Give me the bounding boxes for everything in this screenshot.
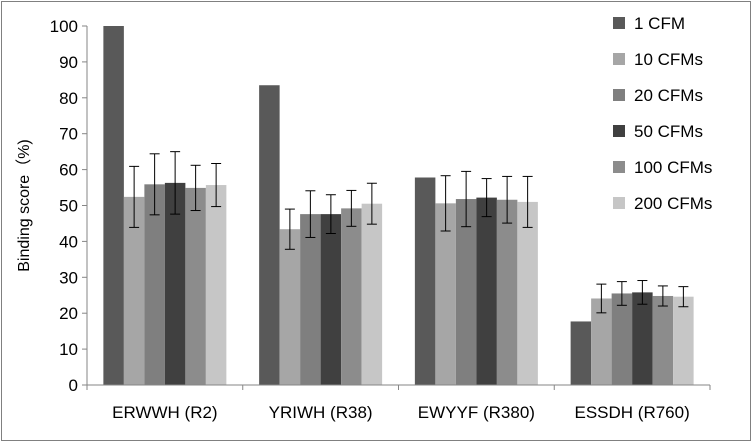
bar: [611, 293, 633, 385]
y-tick-label: 90: [59, 53, 78, 72]
bar-chart: 0 10 20 30 40 50 60 70 80 90 100 ERWWH (R2) YRIWH (…: [15, 14, 712, 422]
bar: [632, 292, 653, 385]
bar: [414, 177, 436, 385]
legend-swatch: [613, 89, 625, 101]
bar: [103, 26, 124, 385]
bar: [205, 185, 227, 385]
x-tick-label: ERWWH (R2): [112, 403, 217, 422]
y-tick-label: 60: [59, 161, 78, 180]
y-tick-label: 50: [59, 197, 78, 216]
legend-swatch: [613, 125, 625, 137]
y-tick-label: 100: [50, 17, 78, 36]
bar: [673, 296, 694, 385]
legend: 1 CFM 10 CFMs 20 CFMs 50 CFMs 100 CFMs 200 CF…: [613, 14, 712, 213]
bar: [259, 85, 280, 386]
bar: [279, 229, 301, 385]
y-tick-label: 20: [59, 304, 78, 323]
legend-swatch: [613, 53, 625, 65]
bar: [123, 196, 145, 385]
legend-label: 1 CFM: [634, 14, 685, 33]
bar: [144, 184, 165, 385]
legend-swatch: [613, 17, 625, 29]
bar: [300, 214, 321, 385]
bar: [455, 199, 477, 385]
x-tick-label: YRIWH (R38): [269, 403, 373, 422]
x-axis: ERWWH (R2) YRIWH (R38) EWYYF (R380) ESSDH (…: [86, 384, 711, 422]
y-axis-label: Binding score（%): [15, 139, 33, 272]
bar: [341, 208, 362, 385]
legend-label: 20 CFMs: [634, 86, 703, 105]
legend-label: 200 CFMs: [634, 194, 712, 213]
y-tick-label: 80: [59, 89, 78, 108]
x-tick-label: EWYYF (R380): [418, 403, 535, 422]
y-tick-label: 30: [59, 268, 78, 287]
legend-label: 100 CFMs: [634, 158, 712, 177]
bar: [496, 199, 518, 385]
y-tick-label: 0: [69, 376, 78, 395]
x-tick-label: ESSDH (R760): [574, 403, 689, 422]
legend-swatch: [613, 161, 625, 173]
y-tick-label: 70: [59, 125, 78, 144]
bar: [164, 182, 186, 385]
bar: [652, 295, 674, 385]
error-bars: [129, 151, 689, 314]
bar: [320, 214, 342, 385]
legend-label: 10 CFMs: [634, 50, 703, 69]
bar: [185, 187, 206, 385]
legend-swatch: [613, 197, 625, 209]
legend-label: 50 CFMs: [634, 122, 703, 141]
bar: [435, 203, 456, 385]
bar: [361, 203, 383, 385]
y-axis: 0 10 20 30 40 50 60 70 80 90 100: [50, 17, 88, 395]
y-tick-label: 10: [59, 340, 78, 359]
y-tick-label: 40: [59, 232, 78, 251]
bar: [476, 197, 497, 385]
bar: [591, 298, 612, 385]
bar: [570, 321, 592, 385]
bar: [517, 201, 538, 385]
bars: [103, 26, 694, 386]
